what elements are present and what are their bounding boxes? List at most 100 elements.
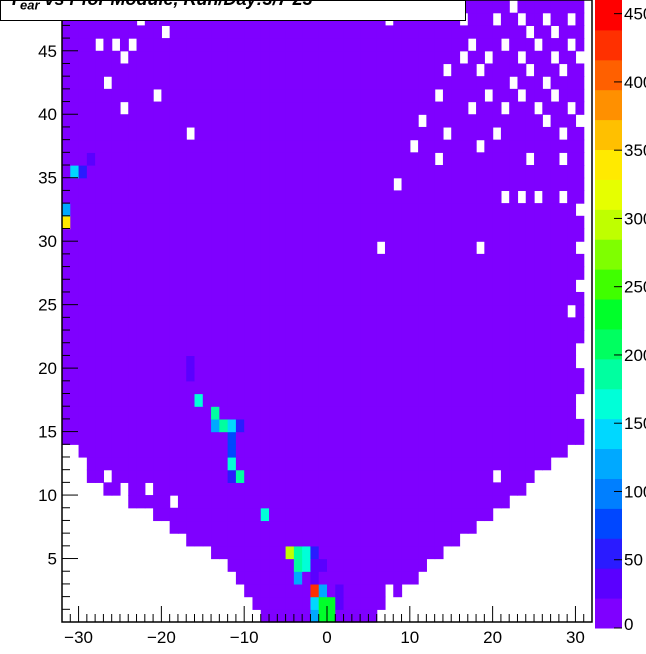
y-tick-label: 10 (38, 486, 57, 505)
heatmap-bin (335, 368, 345, 382)
heatmap-bin (492, 241, 502, 255)
heatmap-bin (567, 139, 577, 153)
heatmap-bin (202, 520, 212, 534)
heatmap-bin (128, 126, 138, 141)
hot-bin (293, 545, 303, 560)
heatmap-bin (136, 431, 146, 445)
heatmap-bin (177, 25, 187, 39)
heatmap-bin (153, 304, 162, 318)
heatmap-bin (550, 418, 560, 433)
heatmap-bin (285, 266, 295, 280)
heatmap-bin (401, 241, 411, 255)
heatmap-bin (244, 558, 254, 572)
heatmap-bin (119, 177, 129, 192)
heatmap-bin (285, 444, 295, 458)
heatmap-bin (277, 241, 287, 255)
heatmap-bin (509, 368, 519, 382)
heatmap-bin (509, 279, 519, 293)
heatmap-bin (484, 241, 494, 255)
heatmap-bin (426, 520, 436, 534)
heatmap-bin (558, 431, 568, 445)
heatmap-bin (310, 215, 320, 230)
heatmap-bin (351, 50, 361, 65)
heatmap-bin (451, 342, 461, 357)
heatmap-bin (70, 203, 80, 217)
hot-bin (310, 545, 320, 560)
heatmap-bin (467, 165, 477, 179)
heatmap-bin (144, 190, 154, 204)
heatmap-bin (153, 177, 162, 192)
heatmap-bin (525, 101, 535, 115)
heatmap-bin (260, 368, 270, 382)
heatmap-bin (194, 50, 204, 65)
heatmap-bin (327, 317, 336, 331)
heatmap-bin (343, 291, 353, 306)
heatmap-bin (542, 228, 552, 242)
heatmap-bin (260, 342, 270, 357)
heatmap-bin (177, 228, 187, 242)
heatmap-bin (426, 406, 436, 420)
heatmap-bin (351, 114, 361, 128)
heatmap-bin (351, 418, 361, 433)
heatmap-bin (95, 469, 105, 483)
heatmap-bin (442, 266, 452, 280)
heatmap-bin (285, 406, 295, 420)
heatmap-bin (186, 177, 196, 192)
heatmap-bin (476, 317, 485, 331)
heatmap-bin (459, 482, 469, 496)
heatmap-bin (550, 291, 560, 306)
heatmap-bin (517, 317, 527, 331)
hot-bin (211, 406, 220, 420)
heatmap-bin (476, 495, 485, 509)
heatmap-bin (426, 253, 436, 268)
heatmap-bin (103, 482, 113, 496)
heatmap-bin (161, 253, 171, 268)
heatmap-bin (136, 101, 146, 115)
heatmap-bin (384, 88, 394, 103)
heatmap-bin (202, 114, 212, 128)
heatmap-bin (244, 444, 254, 458)
heatmap-bin (161, 304, 171, 318)
heatmap-bin (492, 368, 502, 382)
heatmap-bin (393, 456, 403, 471)
heatmap-bin (78, 25, 88, 39)
heatmap-bin (86, 317, 96, 331)
heatmap-bin (351, 228, 361, 242)
heatmap-bin (269, 456, 278, 471)
heatmap-bin (534, 291, 543, 306)
heatmap-bin (169, 368, 179, 382)
heatmap-bin (318, 25, 328, 39)
heatmap-bin (62, 114, 71, 128)
heatmap-bin (567, 114, 577, 128)
heatmap-bin (86, 342, 96, 357)
heatmap-bin (136, 495, 146, 509)
heatmap-bin (95, 431, 105, 445)
heatmap-bin (542, 406, 552, 420)
heatmap-bin (260, 545, 270, 560)
heatmap-bin (318, 126, 328, 141)
heatmap-bin (335, 393, 345, 407)
heatmap-bin (285, 583, 295, 598)
heatmap-bin (376, 63, 386, 77)
heatmap-bin (86, 330, 96, 344)
heatmap-bin (161, 469, 171, 483)
heatmap-bin (360, 215, 370, 230)
heatmap-bin (103, 63, 113, 77)
heatmap-bin (567, 380, 577, 395)
heatmap-bin (384, 533, 394, 547)
heatmap-bin (567, 152, 577, 166)
heatmap-bin (500, 482, 510, 496)
heatmap-bin (136, 190, 146, 204)
heatmap-bin (219, 368, 229, 382)
heatmap-bin (509, 355, 519, 369)
heatmap-bin (558, 25, 568, 39)
heatmap-bin (459, 126, 469, 141)
heatmap-bin (186, 482, 196, 496)
heatmap-bin (252, 126, 262, 141)
heatmap-bin (302, 609, 312, 623)
heatmap-bin (368, 50, 378, 65)
heatmap-bin (161, 88, 171, 103)
heatmap-bin (492, 279, 502, 293)
heatmap-bin (534, 304, 543, 318)
heatmap-bin (177, 317, 187, 331)
